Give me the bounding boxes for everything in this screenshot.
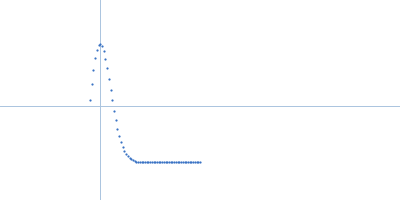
Point: [102, 57, 109, 60]
Point: [145, 161, 152, 164]
Point: [121, 149, 128, 152]
Point: [112, 119, 119, 122]
Point: [156, 161, 162, 164]
Point: [154, 161, 160, 164]
Point: [164, 161, 170, 164]
Point: [176, 161, 182, 164]
Point: [147, 161, 153, 164]
Point: [142, 161, 148, 164]
Point: [111, 109, 117, 112]
Point: [186, 161, 193, 164]
Point: [106, 77, 112, 80]
Point: [104, 67, 110, 70]
Point: [193, 161, 200, 164]
Point: [130, 159, 136, 162]
Point: [99, 44, 105, 48]
Point: [123, 152, 129, 156]
Point: [126, 157, 133, 160]
Point: [144, 161, 150, 164]
Point: [100, 50, 107, 53]
Point: [94, 48, 100, 51]
Point: [116, 134, 122, 137]
Point: [95, 43, 102, 47]
Point: [181, 161, 188, 164]
Point: [108, 88, 114, 91]
Point: [178, 161, 184, 164]
Point: [109, 99, 116, 102]
Point: [162, 161, 169, 164]
Point: [118, 140, 124, 143]
Point: [197, 161, 203, 164]
Point: [157, 161, 164, 164]
Point: [114, 127, 121, 130]
Point: [174, 161, 181, 164]
Point: [183, 161, 190, 164]
Point: [149, 161, 155, 164]
Point: [195, 161, 202, 164]
Point: [87, 98, 93, 101]
Point: [135, 160, 141, 164]
Point: [159, 161, 165, 164]
Point: [188, 161, 194, 164]
Point: [171, 161, 177, 164]
Point: [124, 155, 131, 158]
Point: [190, 161, 196, 164]
Point: [88, 82, 95, 86]
Point: [97, 42, 104, 45]
Point: [152, 161, 158, 164]
Point: [185, 161, 191, 164]
Point: [132, 160, 138, 163]
Point: [137, 161, 143, 164]
Point: [92, 57, 98, 60]
Point: [161, 161, 167, 164]
Point: [166, 161, 172, 164]
Point: [140, 161, 146, 164]
Point: [169, 161, 176, 164]
Point: [168, 161, 174, 164]
Point: [128, 158, 134, 161]
Point: [138, 161, 145, 164]
Point: [120, 145, 126, 148]
Point: [90, 68, 97, 71]
Point: [150, 161, 157, 164]
Point: [192, 161, 198, 164]
Point: [180, 161, 186, 164]
Point: [133, 160, 140, 163]
Point: [173, 161, 179, 164]
